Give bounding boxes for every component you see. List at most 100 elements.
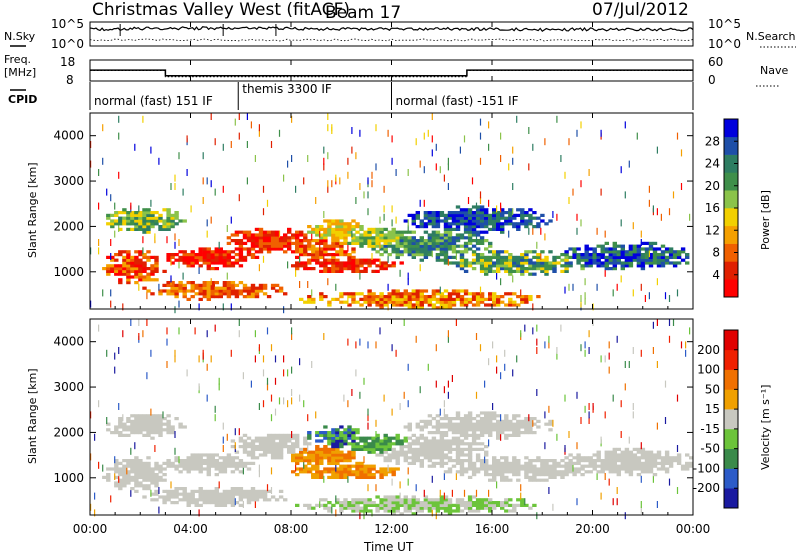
power-cell	[620, 261, 625, 265]
power-cell	[512, 292, 517, 296]
velocity-cell	[315, 470, 320, 474]
power-cell	[274, 289, 280, 293]
power-cell	[206, 283, 211, 287]
power-cell	[182, 292, 187, 296]
velocity-cell	[664, 456, 670, 460]
power-cell	[343, 261, 348, 265]
power-cell	[315, 230, 320, 234]
power-cell	[206, 253, 211, 257]
velocity-cell	[447, 503, 453, 507]
power-colorbar-swatch	[724, 208, 738, 227]
velocity-cell	[415, 425, 420, 429]
power-speck	[580, 300, 582, 308]
power-cell	[355, 267, 360, 271]
velocity-cell	[218, 464, 223, 468]
power-cell	[676, 253, 682, 257]
velocity-cell	[110, 431, 115, 435]
velocity-cell	[335, 450, 340, 454]
velocity-cell	[492, 417, 497, 421]
power-cell	[339, 225, 344, 229]
velocity-cell	[254, 456, 260, 460]
power-cell	[459, 303, 465, 307]
power-cell	[624, 250, 630, 254]
velocity-cell	[262, 450, 268, 454]
velocity-cell	[419, 453, 424, 457]
power-cell	[492, 261, 497, 265]
power-cell	[612, 267, 617, 271]
velocity-cell	[246, 492, 252, 496]
power-cell	[504, 303, 509, 307]
power-speck	[90, 141, 92, 148]
power-cell	[451, 236, 457, 240]
power-cell	[202, 289, 207, 293]
velocity-cell	[451, 439, 457, 443]
velocity-cell	[299, 459, 304, 463]
velocity-cell	[560, 475, 565, 479]
power-cell	[142, 264, 147, 268]
power-cell	[234, 289, 240, 293]
power-cell	[431, 244, 437, 248]
velocity-cell	[471, 503, 477, 507]
power-speck	[383, 205, 385, 213]
power-cell	[488, 213, 493, 217]
power-cell	[467, 233, 473, 237]
power-cell	[146, 213, 151, 217]
velocity-cell	[194, 456, 199, 460]
power-cell	[126, 269, 131, 273]
power-cell	[331, 269, 336, 273]
power-cell	[415, 244, 420, 248]
power-cell	[500, 300, 505, 304]
power-cell	[620, 244, 625, 248]
velocity-speck	[624, 512, 626, 520]
velocity-speck	[403, 319, 405, 326]
power-cell	[134, 267, 139, 271]
velocity-cell	[106, 473, 111, 477]
velocity-cell	[343, 498, 348, 502]
power-cell	[258, 250, 264, 254]
power-cell	[315, 253, 320, 257]
power-cell	[363, 295, 368, 299]
velocity-cell	[532, 478, 537, 482]
power-cell	[158, 219, 163, 223]
velocity-cell	[544, 467, 549, 471]
velocity-cell	[355, 470, 360, 474]
power-speck	[174, 233, 176, 241]
velocity-cell	[616, 459, 621, 463]
power-cell	[315, 227, 320, 231]
power-cell	[451, 250, 457, 254]
power-cell	[198, 253, 203, 257]
velocity-cell	[479, 428, 485, 432]
velocity-cell	[174, 456, 179, 460]
velocity-cell	[283, 436, 288, 440]
velocity-cell	[504, 475, 509, 479]
power-cell	[174, 258, 179, 262]
velocity-cell	[307, 431, 312, 435]
power-cell	[126, 222, 131, 226]
velocity-cell	[138, 425, 143, 429]
velocity-cell	[379, 506, 384, 510]
power-cell	[134, 216, 139, 220]
velocity-cell	[158, 425, 163, 429]
velocity-cell	[258, 489, 264, 493]
power-cell	[206, 261, 211, 265]
power-cell	[524, 250, 529, 254]
velocity-cell	[118, 481, 123, 485]
velocity-speck	[174, 431, 176, 438]
power-cell	[154, 216, 159, 220]
velocity-speck	[689, 327, 691, 335]
power-cell	[560, 264, 565, 268]
velocity-cell	[484, 428, 489, 432]
velocity-cell	[447, 425, 453, 429]
power-cell	[459, 233, 465, 237]
power-cell	[455, 205, 461, 209]
power-cell	[588, 253, 593, 257]
power-speck	[431, 113, 433, 120]
power-cell	[323, 261, 328, 265]
power-cell	[471, 261, 477, 265]
power-cell	[620, 250, 625, 254]
power-cell	[576, 258, 581, 262]
power-cell	[407, 297, 412, 301]
velocity-cell	[447, 501, 453, 505]
power-cell	[383, 227, 388, 231]
velocity-speck	[122, 414, 124, 422]
